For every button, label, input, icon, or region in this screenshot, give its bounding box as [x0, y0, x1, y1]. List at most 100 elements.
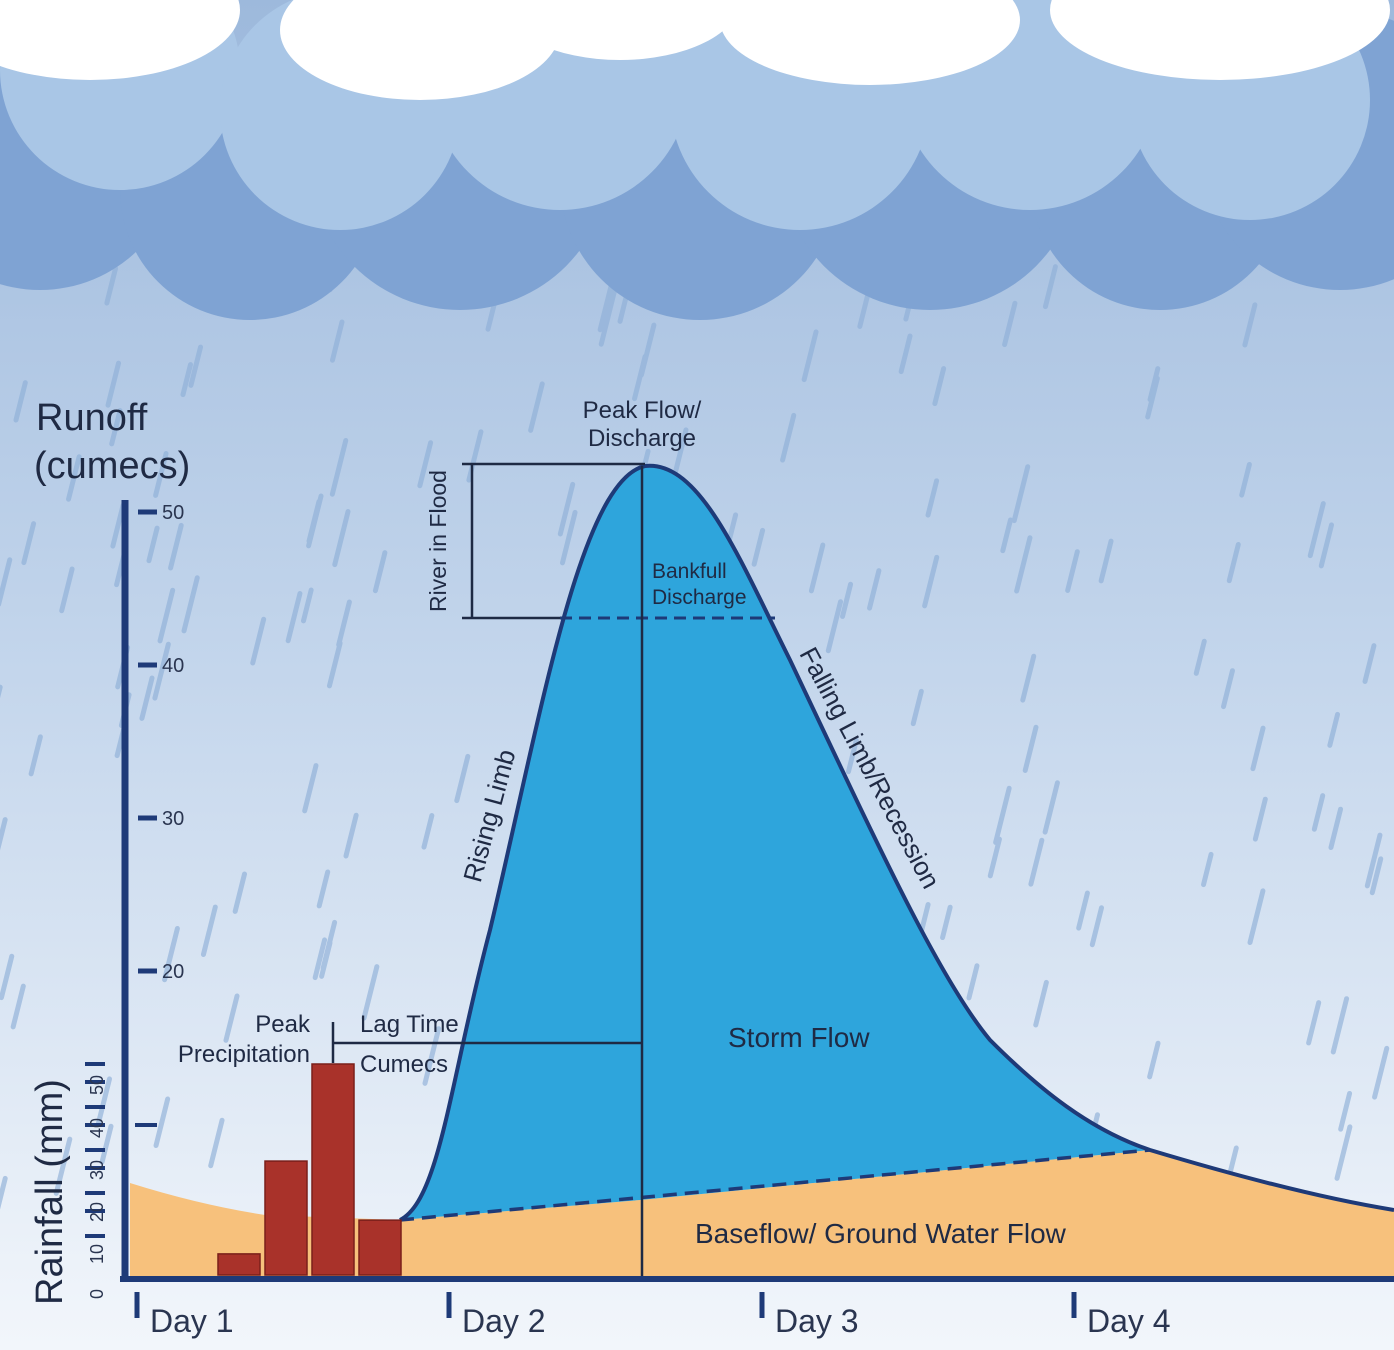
rain-streak: [13, 380, 28, 423]
rain-streak: [840, 581, 854, 619]
storm-flow-area: [400, 465, 1150, 1221]
rain-streak: [329, 319, 345, 363]
rain-streak: [99, 1123, 114, 1165]
rain-streak: [59, 566, 75, 614]
rain-streak: [0, 557, 13, 607]
rainfall-bar: [358, 1219, 402, 1276]
rain-streak: [109, 408, 123, 447]
rain-streak: [993, 785, 1012, 845]
rain-streak: [1306, 1000, 1322, 1046]
rain-streak: [28, 734, 43, 777]
rain-streak: [180, 362, 193, 398]
rainfall-axis-title: Rainfall (mm): [29, 1079, 71, 1305]
runoff-tick-50: 50: [162, 502, 184, 524]
rain-streak: [1065, 549, 1080, 593]
rainfall-tick-40: 40: [87, 1118, 107, 1138]
rainfall-bar: [217, 1253, 261, 1276]
day-2-label: Day 2: [462, 1303, 546, 1339]
rain-streak: [168, 522, 184, 571]
rain-streak: [181, 575, 200, 634]
rain-streak: [372, 550, 388, 594]
rain-streak: [1020, 653, 1037, 703]
rainfall-tick-30: 30: [87, 1160, 107, 1180]
runoff-tick-marks: [138, 509, 157, 974]
cloud-light-layer: [0, 0, 1390, 100]
rain-streak: [139, 675, 155, 721]
rain-streak: [146, 525, 160, 564]
rain-streak: [898, 333, 913, 375]
runoff-axis-title-line2: (cumecs): [34, 445, 190, 487]
rain-streak: [200, 904, 218, 958]
runoff-tick-40: 40: [162, 655, 184, 677]
rain-streak: [598, 286, 618, 347]
rain-streak: [1076, 890, 1090, 931]
rain-streak: [1014, 535, 1033, 594]
rain-streak: [250, 616, 267, 666]
rain-streak: [632, 354, 648, 402]
rain-streak: [306, 498, 322, 544]
rain-streak: [0, 953, 15, 1001]
rain-streak: [867, 568, 882, 611]
rain-streak: [188, 344, 204, 388]
rainfall-bar: [311, 1063, 355, 1276]
rain-streak: [162, 925, 180, 983]
rain-streak: [825, 599, 844, 654]
river-in-flood-label: River in Flood: [425, 470, 451, 612]
rain-streak: [343, 812, 359, 859]
rain-streak: [21, 521, 37, 566]
rain-streak: [925, 478, 940, 518]
runoff-axis-title-line1: Runoff: [36, 397, 148, 439]
rain-streak: [1042, 264, 1058, 310]
rain-streak: [361, 964, 380, 1021]
rain-streak: [1362, 643, 1377, 684]
rain-streak: [223, 993, 240, 1043]
rain-streak: [312, 937, 328, 981]
rain-streak: [1311, 793, 1326, 832]
rain-streak: [153, 1096, 171, 1149]
rain-streak: [208, 1117, 225, 1169]
peak-precipitation-label-line1: Peak: [255, 1011, 311, 1038]
rain-streak: [1247, 888, 1266, 946]
rain-streak: [1145, 375, 1160, 420]
axes: [120, 500, 1394, 1282]
rainfall-bar: [264, 1160, 308, 1276]
day-tick-marks: [134, 1292, 1077, 1318]
rain-streak: [66, 454, 82, 502]
rain-streak: [232, 871, 248, 914]
rain-streak: [332, 509, 351, 568]
baseflow-separation-line: [399, 1148, 1151, 1222]
rain-streak: [932, 366, 947, 407]
rain-streak: [157, 587, 176, 644]
rain-streak: [966, 963, 980, 1001]
rainfall-tick-20: 20: [87, 1202, 107, 1222]
rain-streak: [1098, 538, 1114, 584]
rain-streak: [285, 591, 303, 644]
rain-streak: [1033, 979, 1049, 1028]
rain-streak: [421, 813, 435, 850]
rain-streak: [1338, 1090, 1353, 1132]
bankfull-label-line1: Bankfull: [652, 560, 727, 583]
rain-streak: [1193, 638, 1207, 676]
rain-streak: [0, 1175, 8, 1210]
rainfall-bars: [217, 1063, 402, 1276]
rain-streak: [940, 904, 953, 941]
rain-streak: [557, 481, 576, 537]
rain-streak: [528, 381, 545, 433]
rain-streak: [53, 1136, 73, 1196]
peak-flow-label-line1: Peak Flow/: [583, 397, 702, 424]
rain-streak: [0, 817, 8, 851]
rain-streak: [454, 753, 471, 804]
rain-streak: [336, 599, 352, 648]
rain-streak: [1330, 996, 1350, 1055]
rainfall-tick-10: 10: [87, 1244, 107, 1264]
rain-streak: [1201, 851, 1214, 888]
rain-streak: [801, 329, 819, 383]
rain-streak: [320, 919, 338, 971]
rain-streak: [1000, 517, 1013, 554]
rainfall-tick-0: 0: [87, 1289, 107, 1299]
rain-streak: [780, 412, 797, 463]
baseflow-label: Baseflow/ Ground Water Flow: [695, 1218, 1067, 1249]
rain-streak: [417, 440, 434, 489]
rain-streak: [422, 1026, 442, 1086]
rain-streak: [105, 360, 122, 408]
